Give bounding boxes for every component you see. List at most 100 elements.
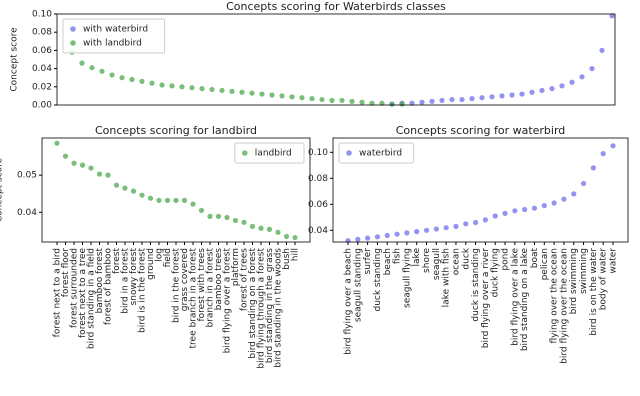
x-tick-label: shore [422, 248, 432, 273]
x-tick-label: bird standing in the woods [274, 248, 284, 368]
point [580, 180, 587, 187]
point [469, 96, 475, 102]
x-tick-label: bird flying over a forest [223, 248, 233, 354]
point [99, 68, 105, 74]
point [389, 101, 395, 107]
point [519, 91, 525, 97]
y-tick-label: 0.10 [308, 148, 328, 158]
point [512, 208, 518, 214]
point [559, 83, 565, 89]
point [609, 13, 615, 19]
point [159, 82, 165, 88]
y-tick-label: 0.08 [308, 174, 328, 184]
x-tick-label: bird is on the water [589, 248, 599, 336]
point [79, 162, 86, 168]
x-tick-label: forest next to a bird [53, 248, 63, 337]
point [122, 185, 128, 191]
point [355, 236, 361, 242]
point [374, 234, 381, 240]
point [499, 93, 505, 99]
x-tick-label: bird flying over the ocean [559, 248, 569, 364]
y-tick-label: 0.06 [32, 46, 52, 56]
point [209, 86, 215, 93]
chart-title: Concepts scoring for waterbird [396, 124, 566, 137]
point [404, 230, 410, 236]
plot-frame [332, 137, 629, 243]
x-tick-label: seagull flying [402, 248, 412, 308]
x-tick-label: forest with trees [197, 248, 207, 322]
y-tick-label: 0.10 [32, 10, 52, 20]
point [289, 94, 295, 100]
point [414, 229, 420, 235]
point [529, 89, 535, 95]
point [139, 192, 145, 198]
x-tick-label: forest floor [61, 248, 71, 297]
point [492, 213, 498, 219]
point [309, 96, 315, 102]
x-tick-label: bird flying over a lake [510, 248, 520, 346]
x-tick-label: bird in a forest [121, 248, 131, 314]
point [502, 210, 508, 216]
x-tick-label: duck is standing [471, 248, 481, 322]
x-tick-label: lake [412, 248, 422, 267]
point [54, 140, 60, 146]
y-tick-label: 0.04 [308, 226, 328, 236]
point [96, 171, 103, 177]
point [489, 94, 495, 100]
point [463, 221, 469, 227]
y-tick-label: 0.06 [308, 200, 328, 210]
y-axis-label: Concept score [10, 27, 20, 92]
x-tick-label: seagull [432, 248, 442, 280]
point [292, 234, 298, 241]
point [199, 86, 205, 92]
point [423, 227, 430, 233]
x-tick-label: forest [112, 248, 122, 274]
point [365, 235, 371, 241]
x-tick-label: ground [146, 248, 156, 280]
point [339, 97, 345, 104]
x-tick-label: forest of trees [240, 248, 250, 311]
legend-label: landbird [255, 149, 292, 159]
x-tick-label: platform [231, 248, 241, 286]
x-tick-label: body of water [599, 248, 609, 311]
point [207, 213, 213, 219]
point [279, 93, 285, 99]
y-tick-label: 0.04 [32, 64, 52, 74]
y-tick-label: 0.00 [32, 101, 52, 111]
point [599, 47, 605, 54]
legend-label: with landbird [83, 39, 142, 49]
point [259, 91, 265, 97]
point [198, 207, 205, 214]
point [379, 100, 385, 106]
point [71, 160, 77, 166]
point [241, 219, 247, 225]
x-tick-label: pond [501, 248, 511, 271]
x-tick-label: log [155, 248, 165, 262]
point [266, 226, 273, 232]
point [345, 238, 351, 244]
point [219, 87, 225, 94]
point [482, 217, 489, 223]
point [88, 165, 94, 171]
point [79, 60, 85, 66]
point [384, 232, 390, 239]
point [539, 87, 545, 94]
x-tick-label: bird flying over a river [481, 248, 491, 348]
point [472, 219, 479, 226]
x-tick-label: water [609, 248, 619, 274]
y-tick-label: 0.08 [32, 28, 52, 38]
point [590, 165, 596, 171]
x-tick-label: grass covered [180, 248, 190, 311]
point [105, 172, 111, 178]
point [369, 100, 375, 106]
x-tick-label: fish [393, 248, 403, 264]
x-tick-label: bird is in the forest [138, 248, 148, 333]
x-tick-label: ocean [451, 248, 461, 275]
x-tick-label: forest surrounded [70, 248, 80, 328]
legend-marker [242, 150, 248, 156]
point [443, 225, 449, 231]
x-tick-label: tree branch in a forest [189, 248, 199, 349]
point [189, 85, 195, 91]
x-tick-label: beach [383, 248, 393, 275]
x-tick-label: duck flying [491, 248, 501, 297]
